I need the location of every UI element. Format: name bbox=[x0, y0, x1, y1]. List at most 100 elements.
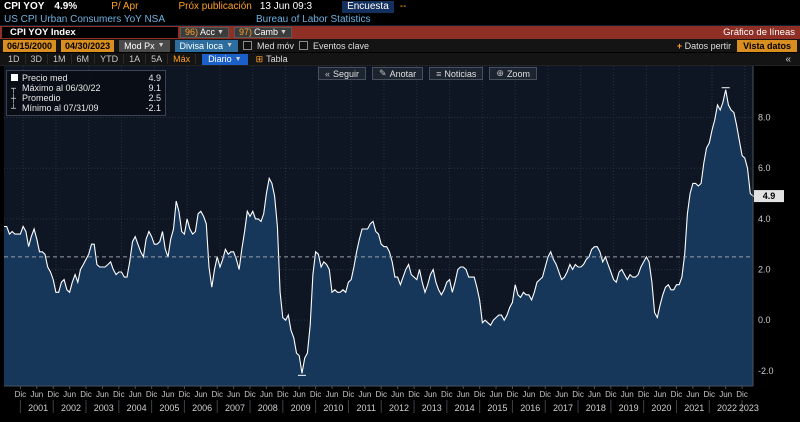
svg-text:Dic: Dic bbox=[572, 390, 584, 399]
series-swatch-icon bbox=[11, 73, 22, 83]
currency-dropdown[interactable]: Divisa loca ▼ bbox=[174, 39, 238, 52]
svg-text:Jun: Jun bbox=[391, 390, 404, 399]
range-button-5y[interactable]: 5A bbox=[146, 54, 169, 64]
period-label: P/ Apr bbox=[111, 1, 139, 12]
moving-average-label: Med móv bbox=[257, 40, 295, 51]
range-button-3d[interactable]: 3D bbox=[26, 54, 49, 64]
chart-action-buttons: « Seguir ✎ Anotar ≡ Noticias ⊕ Zoom bbox=[318, 67, 537, 80]
camb-button[interactable]: 97) Camb ▼ bbox=[233, 27, 292, 38]
svg-text:Jun: Jun bbox=[326, 390, 339, 399]
svg-text:0.0: 0.0 bbox=[758, 315, 771, 325]
toolbar-right-group: + Datos pertir Vista datos bbox=[677, 39, 797, 52]
period-toolbar: 1D 3D 1M 6M YTD 1A 5A Máx Diario ▼ ⊞ Tab… bbox=[0, 53, 800, 66]
svg-text:Jun: Jun bbox=[358, 390, 371, 399]
svg-text:Dic: Dic bbox=[671, 390, 683, 399]
svg-text:2017: 2017 bbox=[553, 403, 573, 413]
svg-text:2019: 2019 bbox=[619, 403, 639, 413]
range-button-1y[interactable]: 1A bbox=[124, 54, 147, 64]
moving-average-checkbox[interactable] bbox=[243, 41, 252, 50]
range-button-1d[interactable]: 1D bbox=[3, 54, 26, 64]
next-publication-value: 13 Jun 09:3 bbox=[259, 1, 313, 12]
svg-text:Jun: Jun bbox=[490, 390, 503, 399]
view-data-button[interactable]: Vista datos bbox=[737, 39, 797, 52]
header: CPI YOY 4.9% P/ Apr Próx publicación 13 … bbox=[0, 0, 800, 26]
svg-text:Dic: Dic bbox=[638, 390, 650, 399]
svg-text:Dic: Dic bbox=[539, 390, 551, 399]
svg-text:Dic: Dic bbox=[441, 390, 453, 399]
chevron-down-icon: ▼ bbox=[226, 42, 233, 49]
chart-toolbar: 06/15/2000 04/30/2023 Mod Px ▼ Divisa lo… bbox=[0, 39, 800, 53]
min-value: -2.1 bbox=[145, 103, 161, 113]
svg-text:Dic: Dic bbox=[47, 390, 59, 399]
news-label: Noticias bbox=[444, 68, 477, 79]
date-from-input[interactable]: 06/15/2000 bbox=[3, 39, 57, 52]
svg-text:2010: 2010 bbox=[323, 403, 343, 413]
zoom-label: Zoom bbox=[506, 68, 530, 79]
svg-text:2020: 2020 bbox=[651, 403, 671, 413]
table-button[interactable]: ⊞ Tabla bbox=[256, 54, 288, 65]
date-to-input[interactable]: 04/30/2023 bbox=[61, 39, 115, 52]
news-button[interactable]: ≡ Noticias bbox=[429, 67, 484, 80]
last-price: 4.9% bbox=[54, 1, 78, 12]
svg-text:Dic: Dic bbox=[277, 390, 289, 399]
min-label: Mínimo al 07/31/09 bbox=[22, 103, 99, 113]
svg-text:2002: 2002 bbox=[61, 403, 81, 413]
chevron-down-icon: ▼ bbox=[217, 29, 224, 36]
svg-text:2006: 2006 bbox=[192, 403, 212, 413]
average-label: Promedio bbox=[22, 93, 61, 103]
frequency-dropdown[interactable]: Diario ▼ bbox=[202, 53, 248, 65]
mod-px-dropdown[interactable]: Mod Px ▼ bbox=[119, 39, 170, 52]
acc-button[interactable]: 96) Acc ▼ bbox=[180, 27, 229, 38]
svg-text:Dic: Dic bbox=[408, 390, 420, 399]
currency-label: Divisa loca bbox=[179, 40, 224, 51]
svg-text:2009: 2009 bbox=[291, 403, 311, 413]
svg-text:Jun: Jun bbox=[588, 390, 601, 399]
ticker-symbol: CPI YOY bbox=[4, 1, 45, 12]
svg-text:2008: 2008 bbox=[258, 403, 278, 413]
svg-text:2016: 2016 bbox=[520, 403, 540, 413]
svg-text:Jun: Jun bbox=[555, 390, 568, 399]
range-button-1m[interactable]: 1M bbox=[48, 54, 72, 64]
svg-text:Dic: Dic bbox=[507, 390, 519, 399]
price-label: Precio med bbox=[22, 73, 68, 83]
svg-text:2023: 2023 bbox=[739, 403, 759, 413]
max-value: 9.1 bbox=[148, 83, 161, 93]
range-button-max[interactable]: Máx bbox=[168, 54, 197, 64]
chevron-down-icon: ▼ bbox=[280, 29, 287, 36]
follow-button[interactable]: « Seguir bbox=[318, 67, 367, 80]
collapse-arrows-button[interactable]: « bbox=[785, 53, 791, 65]
svg-text:2012: 2012 bbox=[389, 403, 409, 413]
price-value: 4.9 bbox=[148, 73, 161, 83]
svg-text:2013: 2013 bbox=[422, 403, 442, 413]
svg-text:Dic: Dic bbox=[113, 390, 125, 399]
range-button-ytd[interactable]: YTD bbox=[95, 54, 125, 64]
average-marker-icon: ┼ bbox=[11, 93, 16, 103]
range-button-6m[interactable]: 6M bbox=[72, 54, 96, 64]
key-events-checkbox[interactable] bbox=[299, 41, 309, 50]
svg-text:Jun: Jun bbox=[227, 390, 240, 399]
add-data-button[interactable]: + Datos pertir bbox=[677, 41, 731, 51]
svg-text:2015: 2015 bbox=[487, 403, 507, 413]
chart-type-label: Gráfico de líneas bbox=[723, 27, 795, 38]
average-value: 2.5 bbox=[148, 93, 161, 103]
camb-number: 97) bbox=[238, 27, 252, 37]
pencil-icon: ✎ bbox=[379, 68, 387, 78]
security-field[interactable]: CPI YOY Index bbox=[2, 27, 178, 38]
survey-value: -- bbox=[399, 1, 407, 12]
svg-text:2014: 2014 bbox=[455, 403, 475, 413]
news-icon: ≡ bbox=[436, 68, 442, 79]
legend-row-min: ┴ Mínimo al 07/31/09 -2.1 bbox=[11, 103, 161, 113]
follow-icon: « bbox=[325, 68, 331, 79]
acc-number: 96) bbox=[185, 27, 199, 37]
legend-row-max: ┬ Máximo al 06/30/22 9.1 bbox=[11, 83, 161, 93]
svg-text:2021: 2021 bbox=[684, 403, 704, 413]
mod-px-label: Mod Px bbox=[124, 40, 155, 51]
svg-text:Jun: Jun bbox=[162, 390, 175, 399]
svg-text:Jun: Jun bbox=[621, 390, 634, 399]
svg-text:Jun: Jun bbox=[457, 390, 470, 399]
annotate-button[interactable]: ✎ Anotar bbox=[372, 67, 424, 80]
svg-text:Dic: Dic bbox=[605, 390, 617, 399]
zoom-button[interactable]: ⊕ Zoom bbox=[489, 67, 537, 80]
function-bar: CPI YOY Index 96) Acc ▼ 97) Camb ▼ Gráfi… bbox=[0, 26, 800, 39]
